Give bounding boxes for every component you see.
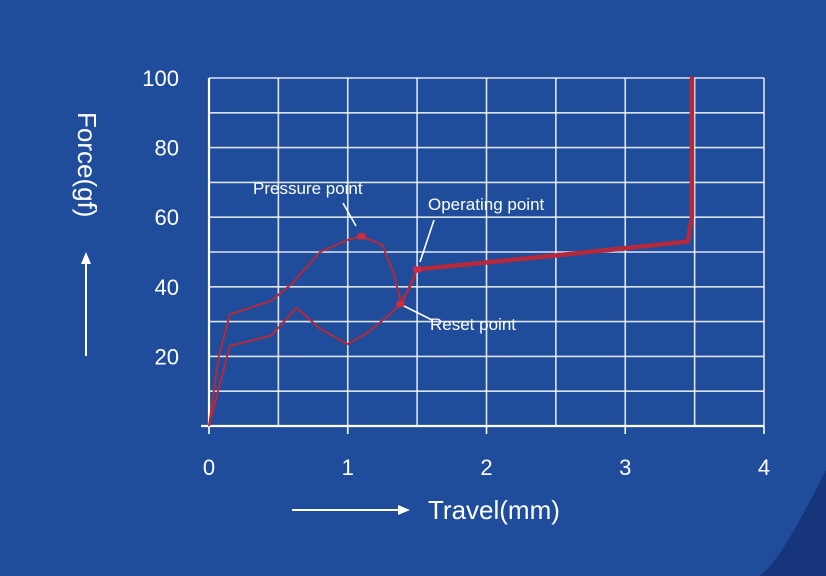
y-axis-title: Force(gf) — [72, 112, 102, 217]
x-tick-label-2: 2 — [480, 455, 492, 480]
annotations: Pressure point Operating point Reset point — [253, 179, 545, 334]
annotation-label-1: Operating point — [428, 195, 545, 214]
marker-1 — [413, 266, 422, 273]
x-tick-label-4: 4 — [758, 455, 770, 480]
x-axis-arrow-icon — [398, 505, 410, 515]
x-tick-label-0: 0 — [203, 455, 215, 480]
x-tick-label-3: 3 — [619, 455, 631, 480]
x-axis-title-group: Travel(mm) — [292, 495, 560, 525]
annotation-leader-1 — [419, 219, 435, 263]
tick-labels: 0 1 2 3 4 20 40 60 80 100 — [142, 66, 770, 480]
y-tick-label-4: 100 — [142, 66, 179, 91]
x-tick-label-1: 1 — [342, 455, 354, 480]
annotation-label-2: Reset point — [430, 315, 516, 334]
y-axis-arrow-icon — [81, 252, 91, 264]
series-line-2 — [414, 75, 695, 272]
y-tick-label-0: 20 — [155, 344, 179, 369]
y-tick-label-1: 40 — [155, 275, 179, 300]
marker-0 — [357, 233, 366, 240]
y-tick-label-2: 60 — [155, 205, 179, 230]
y-axis-title-group: Force(gf) — [72, 112, 102, 356]
corner-decoration — [760, 470, 826, 576]
markers — [357, 233, 422, 308]
series-line-1 — [208, 268, 419, 427]
grid — [201, 77, 765, 428]
annotation-leader-2 — [403, 305, 433, 321]
series-line-0 — [208, 235, 419, 427]
y-tick-label-3: 80 — [155, 136, 179, 161]
curves — [208, 75, 695, 427]
annotation-label-0: Pressure point — [253, 179, 363, 198]
x-axis-title: Travel(mm) — [428, 495, 560, 525]
marker-2 — [396, 301, 405, 308]
annotation-leader-0 — [342, 202, 357, 227]
